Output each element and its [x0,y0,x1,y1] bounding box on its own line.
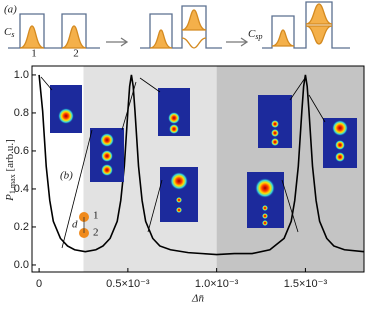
label: 1 [31,48,37,60]
spot [335,140,345,150]
arrow [289,77,306,101]
pointer-arrows [40,76,326,249]
label: [arb.u.] [4,139,16,174]
waveguide-profile [262,1,350,49]
arrow [106,37,129,47]
arrow [61,129,93,249]
y-axis-label: P1,max [arb.u.] [4,139,17,202]
label: 1 [93,210,99,222]
x-tick-label: 0.5×10⁻³ [106,278,150,290]
label: Csp [248,28,262,41]
spot [168,112,180,124]
spot [58,108,74,124]
label: s [11,30,14,39]
arrow [40,76,53,91]
arrow [139,77,161,93]
schematic [8,1,350,49]
x-tick-label: 0 [36,278,42,290]
x-tick-label: 1.5×10⁻³ [284,278,328,290]
mode [305,25,333,45]
arrow [121,81,137,131]
spot [271,129,279,137]
arrow [281,179,299,233]
spot [271,138,279,146]
waveguide-profile [140,5,222,49]
y-tick-label: 0.4 [14,183,29,195]
mode [149,29,173,49]
label: C [4,26,12,38]
spot [169,124,179,134]
panel-label: (b) [60,170,73,182]
label: C [248,28,256,40]
mode [271,29,295,47]
y-tick-label: 0.6 [14,145,29,157]
mode [19,25,45,49]
label: 2 [73,48,79,60]
spot [255,178,275,198]
spot [170,172,188,190]
spot [101,164,113,176]
mode [305,3,333,25]
label: d [72,219,78,231]
spot [176,207,182,213]
spot [101,150,113,162]
mode [181,37,207,49]
spot [100,133,114,147]
arrow [308,94,326,123]
y-tick-label: 1.0 [14,69,29,81]
waveguide-profile [8,13,100,49]
label: 2 [93,227,99,239]
spot [332,120,348,136]
x-axis-label: Δn̄ [191,293,204,305]
spot [262,205,268,211]
panel-label: (a) [4,4,17,16]
arrow [147,179,163,233]
arrow [226,37,249,47]
mode [61,25,87,49]
x-tick-label: 1.0×10⁻³ [195,278,239,290]
label: sp [255,32,262,41]
y-tick-label: 0.8 [14,107,29,119]
spot [271,120,279,128]
label: P [4,194,16,202]
label: 1,max [8,174,17,194]
y-tick-label: 0.0 [14,259,29,271]
spot [262,220,268,226]
data-line [38,74,365,256]
label: Cs [4,26,14,39]
plot-frame [31,65,365,273]
y-tick-label: 0.2 [14,221,29,233]
insets [40,76,357,249]
spot [262,213,268,219]
mode [181,9,207,31]
spot [176,197,182,203]
spot [335,152,345,162]
